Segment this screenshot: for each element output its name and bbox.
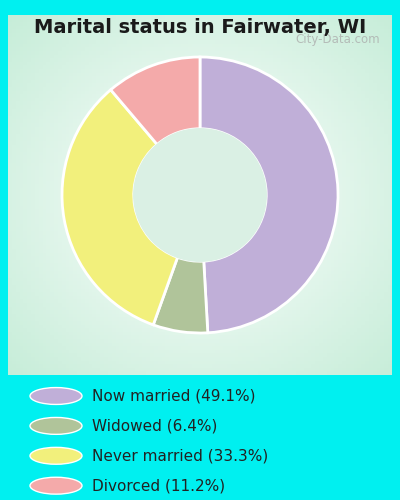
- Circle shape: [134, 129, 266, 261]
- Text: Never married (33.3%): Never married (33.3%): [92, 448, 268, 464]
- Wedge shape: [111, 57, 200, 144]
- Circle shape: [30, 418, 82, 434]
- Text: City-Data.com: City-Data.com: [296, 33, 380, 46]
- Wedge shape: [200, 57, 338, 333]
- Wedge shape: [62, 90, 178, 325]
- Text: Divorced (11.2%): Divorced (11.2%): [92, 478, 225, 493]
- Circle shape: [30, 388, 82, 404]
- Text: Marital status in Fairwater, WI: Marital status in Fairwater, WI: [34, 18, 366, 36]
- Circle shape: [30, 477, 82, 494]
- Text: Now married (49.1%): Now married (49.1%): [92, 388, 256, 404]
- Circle shape: [30, 448, 82, 464]
- Text: Widowed (6.4%): Widowed (6.4%): [92, 418, 217, 434]
- Wedge shape: [153, 258, 208, 333]
